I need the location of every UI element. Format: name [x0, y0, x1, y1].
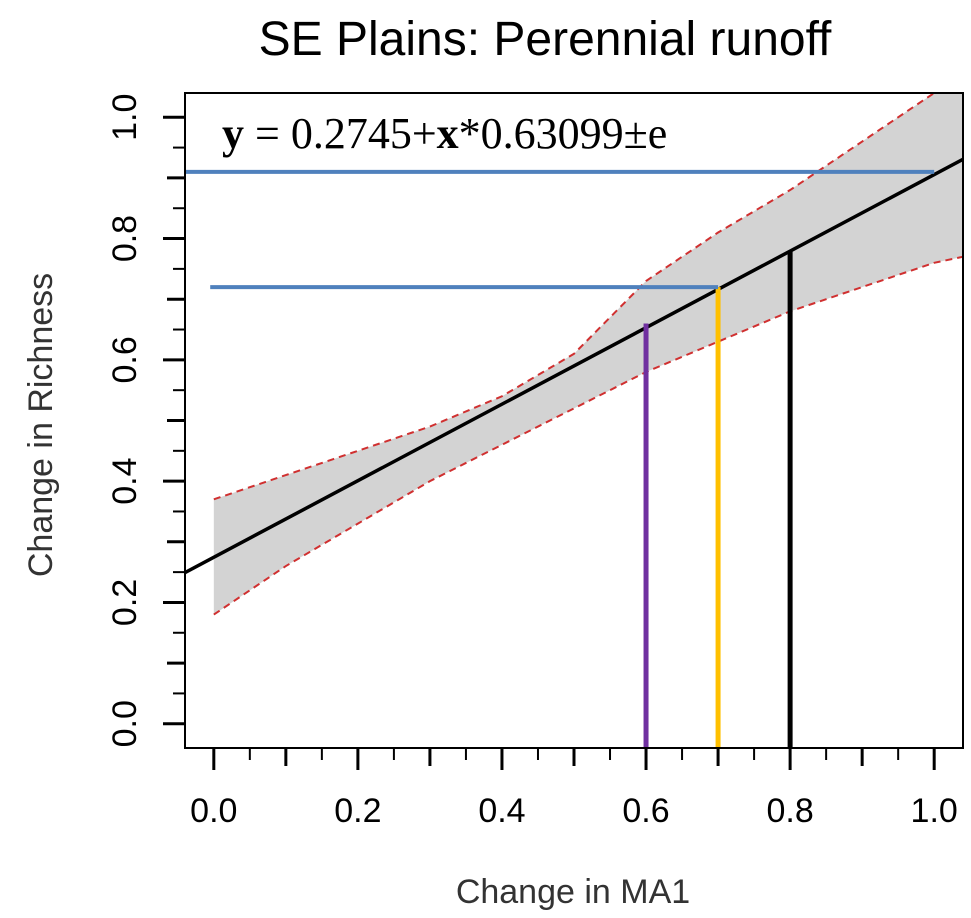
y-tick-label: 0.2: [106, 579, 144, 626]
confidence-band: [213, 93, 963, 615]
lower-bound-line: [213, 255, 963, 616]
x-tick-label: 0.2: [334, 792, 381, 830]
regression-line: [185, 157, 963, 575]
equation-part1: = 0.2745+: [244, 109, 437, 158]
chart-title: SE Plains: Perennial runoff: [259, 13, 832, 66]
x-tick-label: 0.0: [190, 792, 237, 830]
x-tick-label: 0.6: [622, 792, 669, 830]
plot-area: [184, 92, 964, 749]
y-tick-label: 0.8: [106, 215, 144, 262]
equation-x: x: [437, 109, 459, 158]
y-tick-label: 1.0: [106, 94, 144, 141]
plot-inner: [185, 93, 963, 616]
equation-y: y: [222, 109, 244, 158]
axis-ticks: 0.0 0.2 0.4 0.6 0.8 1.0 0.0 0.2 0.4 0.6 0.8 1.0: [106, 94, 958, 830]
equation-part2: *0.63099±e: [459, 109, 668, 158]
y-tick-label: 0.6: [106, 336, 144, 383]
x-axis-label: Change in MA1: [456, 873, 690, 911]
x-tick-label: 0.4: [478, 792, 525, 830]
x-tick-label: 1.0: [911, 792, 958, 830]
regression-equation: y = 0.2745+x*0.63099±e: [222, 109, 667, 158]
x-tick-label: 0.8: [766, 792, 813, 830]
y-tick-label: 0.0: [106, 700, 144, 747]
y-tick-label: 0.4: [106, 458, 144, 505]
y-axis-label: Change in Richness: [22, 273, 60, 577]
